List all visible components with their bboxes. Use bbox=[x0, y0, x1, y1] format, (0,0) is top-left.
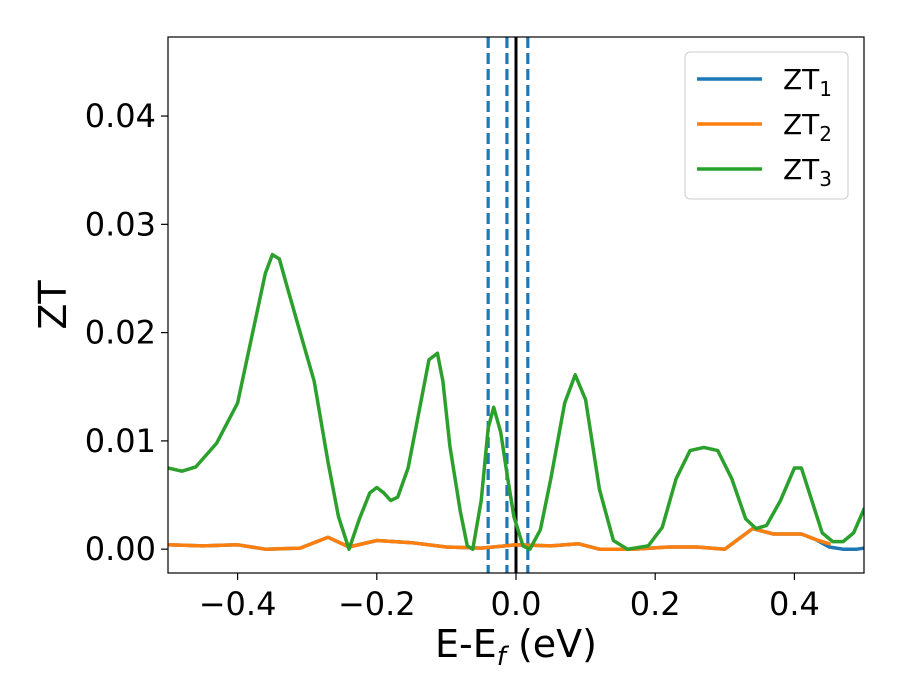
y-tick-label: 0.00 bbox=[85, 530, 156, 568]
x-tick-label: 0.4 bbox=[769, 585, 820, 623]
x-tick-label: −0.4 bbox=[199, 585, 277, 623]
x-axis-ticks: −0.4 −0.2 0.0 0.2 0.4 bbox=[199, 573, 820, 623]
legend-entries: ZT1 ZT2 ZT3 bbox=[697, 63, 832, 191]
series-lines bbox=[168, 252, 864, 551]
legend: ZT1 ZT2 ZT3 bbox=[684, 51, 849, 200]
legend-label-zt2: ZT2 bbox=[783, 108, 832, 146]
reference-lines bbox=[486, 37, 530, 573]
legend-label-zt1: ZT1 bbox=[783, 63, 832, 101]
y-axis-label: ZT bbox=[31, 280, 75, 330]
y-tick-label: 0.01 bbox=[85, 422, 156, 460]
y-axis-ticks: 0.00 0.01 0.02 0.03 0.04 bbox=[85, 97, 168, 568]
y-tick-label: 0.04 bbox=[85, 97, 156, 135]
y-tick-label: 0.03 bbox=[85, 205, 156, 243]
series-line-zt3 bbox=[168, 252, 864, 551]
x-tick-label: −0.2 bbox=[338, 585, 416, 623]
y-tick-label: 0.02 bbox=[85, 314, 156, 352]
x-tick-label: 0.0 bbox=[491, 585, 542, 623]
legend-box bbox=[684, 51, 849, 200]
x-axis-label: E-Ef (eV) bbox=[435, 622, 597, 672]
x-tick-label: 0.2 bbox=[630, 585, 681, 623]
legend-label-zt3: ZT3 bbox=[783, 153, 832, 191]
series-line-zt2 bbox=[168, 526, 831, 551]
